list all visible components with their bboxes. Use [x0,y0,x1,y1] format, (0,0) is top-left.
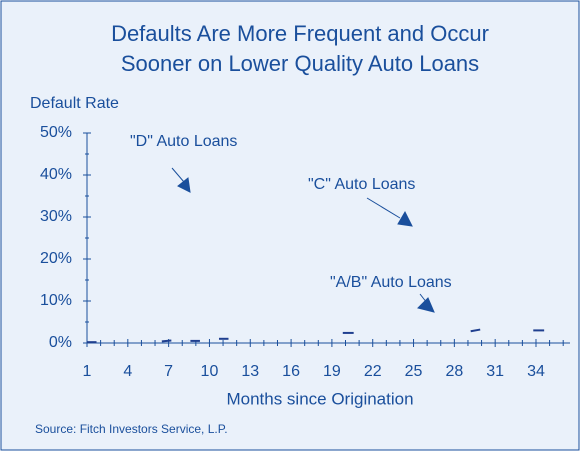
y-tick-label: 10% [40,292,72,309]
annotation: "D" Auto Loans [130,133,237,150]
x-tick-label: 10 [201,363,219,380]
arrow [366,197,401,219]
arrow-head [397,210,413,227]
annotation: "A/B" Auto Loans [330,274,452,291]
x-tick-label: 1 [83,363,92,380]
arrow [171,167,185,183]
x-tick-label: 7 [164,363,173,380]
x-tick-label: 4 [123,363,132,380]
chart-title: Defaults Are More Frequent and Occur [111,21,489,46]
y-axis-title: Default Rate [30,95,119,112]
x-tick-label: 16 [282,363,300,380]
chart-title: Sooner on Lower Quality Auto Loans [121,51,479,76]
arrow-head [177,177,191,193]
line-segment [161,339,172,343]
x-tick-label: 22 [364,363,382,380]
y-tick-label: 50% [40,124,72,141]
y-tick-label: 0% [49,334,72,351]
y-tick-label: 30% [40,208,72,225]
x-tick-label: 31 [486,363,504,380]
annotation-arrows [171,167,435,313]
x-tick-label: 13 [241,363,259,380]
x-tick-label: 34 [527,363,545,380]
x-axis-title: Months since Origination [226,389,413,408]
annotation: "C" Auto Loans [308,176,415,193]
x-tick-label: 19 [323,363,341,380]
source: Source: Fitch Investors Service, L.P. [35,422,228,436]
x-tick-label: 25 [405,363,423,380]
arrow-head [417,297,435,313]
line-segment [470,328,481,333]
y-tick-label: 20% [40,250,72,267]
y-tick-label: 40% [40,166,72,183]
x-tick-label: 28 [445,363,463,380]
